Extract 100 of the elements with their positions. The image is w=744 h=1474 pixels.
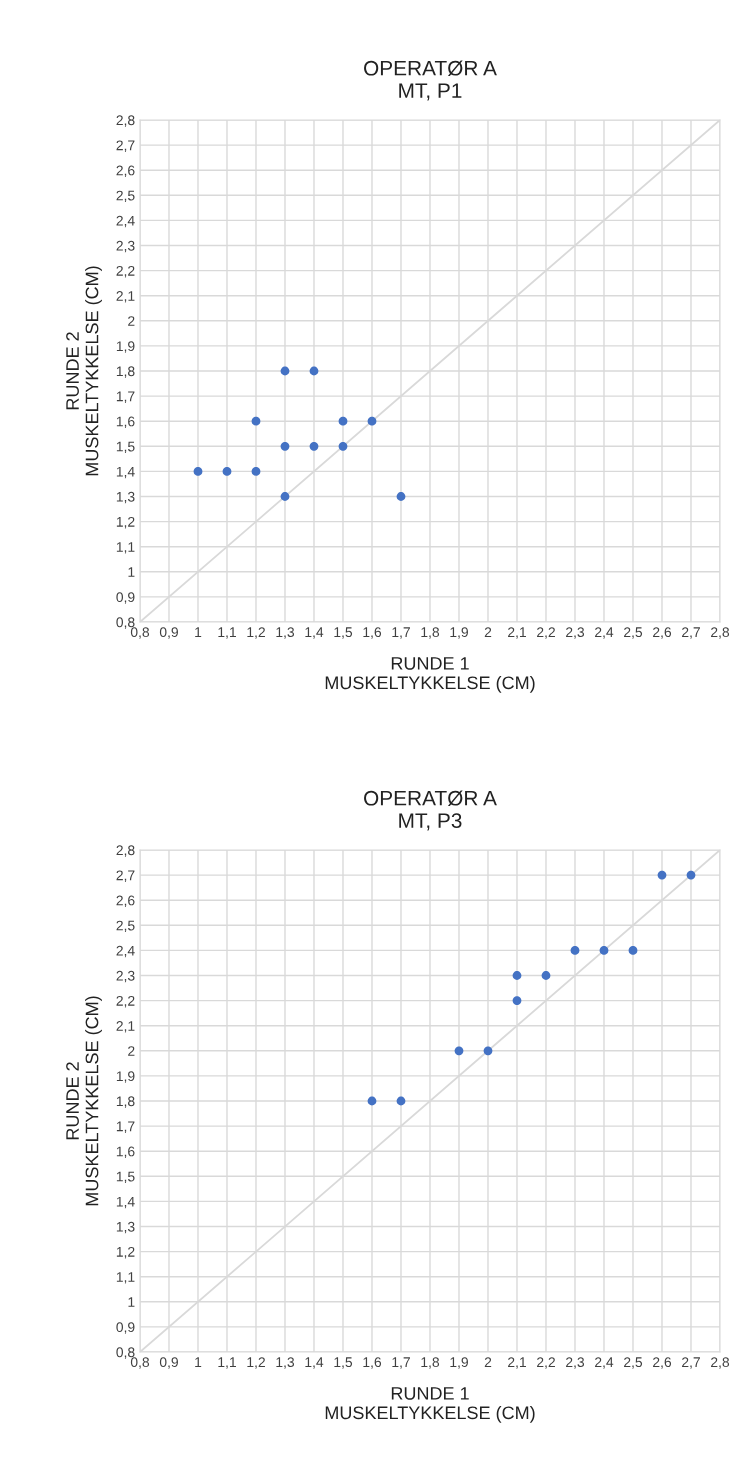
x-tick-label: 1,3: [276, 627, 295, 639]
point: [512, 971, 522, 980]
y-tick-label: 2,1: [116, 291, 135, 303]
point: [338, 441, 348, 451]
x-tick-label: 0,9: [159, 627, 178, 639]
y-tick-label: 2,5: [116, 920, 135, 933]
y-tick-label: 0,8: [116, 617, 135, 629]
x-tick-label: 2,3: [566, 1357, 585, 1369]
x-tick-label: 2,7: [682, 627, 700, 639]
x-tick-label: 2,5: [624, 627, 643, 639]
y-tick-label: 2,2: [116, 265, 135, 278]
y-tick-label: 2,7: [116, 140, 135, 152]
x-tick-label: 2,2: [537, 627, 555, 639]
point: [367, 1096, 377, 1106]
chart-title: OPERATØR A MT, P1: [364, 60, 497, 101]
y-tick-label: 1,4: [116, 1196, 135, 1209]
y-tick-label: 2,4: [116, 215, 135, 228]
y-tick-label: 2,7: [116, 870, 135, 882]
point: [309, 366, 319, 376]
point: [483, 1046, 493, 1056]
y-tick-label: 1,7: [116, 391, 135, 403]
y-tick-label: 0,8: [116, 1347, 135, 1359]
x-tick-label: 2,3: [566, 627, 585, 639]
point: [570, 946, 580, 955]
x-tick-label: 2,4: [595, 627, 614, 639]
point: [396, 492, 406, 501]
y-tick-label: 1,5: [116, 441, 135, 454]
y-tick-label: 0,9: [116, 592, 135, 604]
x-tick-label: 2: [484, 1357, 492, 1367]
point: [280, 366, 290, 376]
y-tick-label: 1: [128, 1297, 135, 1307]
x-tick-label: 1,5: [334, 1357, 353, 1369]
point: [338, 416, 348, 426]
x-tick-label: 2,1: [508, 1357, 526, 1369]
point: [251, 467, 261, 476]
x-tick-label: 2,4: [595, 1357, 614, 1369]
x-tick-label: 1,2: [247, 627, 265, 639]
x-axis-title: RUNDE 1 MUSKELTYKKELSE (CM): [325, 1387, 535, 1423]
y-tick-label: 2,8: [116, 115, 135, 127]
x-tick-label: 1,3: [276, 1357, 295, 1369]
y-tick-label: 1,8: [116, 1096, 135, 1108]
y-tick-label: 1,8: [116, 366, 135, 378]
y-tick-label: 1,9: [116, 341, 135, 353]
y-tick-label: 2,6: [116, 165, 135, 178]
y-tick-label: 2,5: [116, 190, 135, 203]
x-tick-label: 1,1: [218, 627, 236, 639]
point: [512, 996, 522, 1005]
x-tick-label: 1,6: [363, 627, 382, 639]
x-tick-label: 2,8: [711, 1357, 730, 1369]
x-tick-label: 2,2: [537, 1357, 555, 1369]
y-tick-label: 2,3: [116, 970, 135, 983]
x-tick-label: 1: [195, 1357, 202, 1367]
y-tick-label: 2,6: [116, 895, 135, 908]
y-tick-label: 1: [128, 567, 135, 577]
y-tick-label: 1,6: [116, 1146, 135, 1159]
x-tick-label: 1,8: [421, 1357, 440, 1369]
y-tick-label: 1,9: [116, 1071, 135, 1083]
point: [251, 416, 261, 426]
y-tick-label: 1,3: [116, 491, 135, 504]
y-tick-label: 2,4: [116, 945, 135, 958]
point: [396, 1096, 406, 1106]
y-tick-label: 0,9: [116, 1322, 135, 1334]
point: [280, 492, 290, 501]
y-tick-label: 1,4: [116, 466, 135, 479]
x-tick-label: 1: [195, 627, 202, 637]
point: [309, 441, 319, 451]
x-axis-title: RUNDE 1 MUSKELTYKKELSE (CM): [325, 657, 535, 693]
x-tick-label: 1,9: [450, 1357, 468, 1369]
y-tick-label: 1,2: [116, 1246, 135, 1259]
y-tick-label: 1,6: [116, 416, 135, 429]
x-tick-label: 1,5: [334, 627, 353, 639]
y-tick-label: 1,2: [116, 516, 135, 529]
point: [193, 467, 203, 476]
x-tick-label: 2: [484, 627, 492, 637]
y-tick-label: 1,5: [116, 1171, 135, 1184]
x-tick-label: 2,6: [653, 627, 672, 639]
point: [280, 441, 290, 451]
x-tick-label: 1,7: [392, 627, 410, 639]
point: [367, 416, 377, 426]
x-tick-label: 2,1: [508, 627, 526, 639]
y-tick-label: 2: [128, 1046, 135, 1056]
x-tick-label: 2,6: [653, 1357, 672, 1369]
x-tick-label: 2,8: [711, 627, 730, 639]
point: [686, 870, 696, 880]
chart-title: OPERATØR A MT, P3: [364, 790, 497, 831]
y-tick-label: 1,1: [116, 1272, 135, 1284]
x-tick-label: 1,1: [218, 1357, 236, 1369]
y-tick-label: 2,8: [116, 845, 135, 857]
x-tick-label: 0,9: [159, 1357, 178, 1369]
x-tick-label: 1,2: [247, 1357, 265, 1369]
y-tick-label: 1,1: [116, 542, 135, 554]
y-axis-title: RUNDE 2 MUSKELTYKKELSE (CM): [66, 996, 102, 1206]
x-tick-label: 2,5: [624, 1357, 643, 1369]
x-tick-label: 1,4: [305, 1357, 324, 1369]
point: [599, 946, 609, 955]
y-tick-label: 2,1: [116, 1021, 135, 1033]
point: [454, 1046, 464, 1056]
x-tick-label: 2,7: [682, 1357, 700, 1369]
x-tick-label: 1,6: [363, 1357, 382, 1369]
y-tick-label: 1,3: [116, 1221, 135, 1234]
